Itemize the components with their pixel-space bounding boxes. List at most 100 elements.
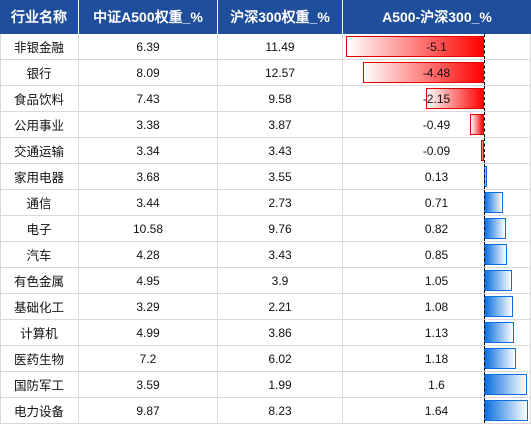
positive-diff-bar: [483, 192, 503, 213]
a500-weight: 3.29: [79, 294, 218, 319]
hs300-weight: 9.58: [218, 86, 343, 111]
weight-diff-value: 1.13: [424, 325, 449, 340]
hs300-weight: 3.55: [218, 164, 343, 189]
weight-diff-value: 1.64: [424, 403, 449, 418]
weight-diff-cell: -2.15: [343, 86, 531, 111]
positive-diff-bar: [483, 400, 528, 421]
industry-name: 家用电器: [0, 164, 79, 189]
table-row: 汽车 4.28 3.43 0.85: [0, 242, 531, 268]
weight-diff-cell: 1.05: [343, 268, 531, 293]
a500-weight: 3.44: [79, 190, 218, 215]
hs300-weight: 9.76: [218, 216, 343, 241]
weight-diff-cell: 1.08: [343, 294, 531, 319]
hs300-weight: 11.49: [218, 34, 343, 59]
table-row: 基础化工 3.29 2.21 1.08: [0, 294, 531, 320]
weight-diff-cell: -4.48: [343, 60, 531, 85]
zero-axis-line: [483, 112, 485, 137]
a500-weight: 9.87: [79, 398, 218, 423]
a500-weight: 7.2: [79, 346, 218, 371]
industry-name: 计算机: [0, 320, 79, 345]
table-row: 非银金融 6.39 11.49 -5.1: [0, 34, 531, 60]
positive-diff-bar: [483, 218, 506, 239]
weight-diff-cell: 1.13: [343, 320, 531, 345]
industry-name: 电力设备: [0, 398, 79, 423]
positive-diff-bar: [483, 374, 527, 395]
table-row: 食品饮料 7.43 9.58 -2.15: [0, 86, 531, 112]
zero-axis-line: [483, 86, 485, 111]
table-row: 电子 10.58 9.76 0.82: [0, 216, 531, 242]
weight-diff-value: -0.49: [422, 117, 451, 132]
a500-weight: 8.09: [79, 60, 218, 85]
weight-diff-cell: 1.6: [343, 372, 531, 397]
hs300-weight: 8.23: [218, 398, 343, 423]
industry-name: 基础化工: [0, 294, 79, 319]
weight-diff-value: 0.85: [424, 247, 449, 262]
table-row: 交通运输 3.34 3.43 -0.09: [0, 138, 531, 164]
table-row: 计算机 4.99 3.86 1.13: [0, 320, 531, 346]
table-row: 家用电器 3.68 3.55 0.13: [0, 164, 531, 190]
weight-diff-cell: 0.85: [343, 242, 531, 267]
negative-diff-bar: [346, 36, 484, 57]
industry-name: 银行: [0, 60, 79, 85]
hs300-weight: 3.9: [218, 268, 343, 293]
hs300-weight: 1.99: [218, 372, 343, 397]
zero-axis-line: [483, 294, 485, 319]
industry-name: 公用事业: [0, 112, 79, 137]
zero-axis-line: [483, 346, 485, 371]
zero-axis-line: [483, 268, 485, 293]
hs300-weight: 6.02: [218, 346, 343, 371]
table-row: 公用事业 3.38 3.87 -0.49: [0, 112, 531, 138]
negative-diff-bar: [425, 88, 484, 109]
weight-diff-value: 1.05: [424, 273, 449, 288]
table-row: 医药生物 7.2 6.02 1.18: [0, 346, 531, 372]
negative-diff-bar: [362, 62, 484, 83]
zero-axis-line: [483, 372, 485, 397]
hs300-weight: 3.43: [218, 138, 343, 163]
weight-diff-cell: 0.13: [343, 164, 531, 189]
positive-diff-bar: [483, 348, 516, 369]
industry-name: 通信: [0, 190, 79, 215]
weight-diff-value: -5.1: [426, 39, 447, 54]
table-row: 银行 8.09 12.57 -4.48: [0, 60, 531, 86]
zero-axis-line: [483, 164, 485, 189]
table-row: 通信 3.44 2.73 0.71: [0, 190, 531, 216]
weight-diff-value: 0.13: [424, 169, 449, 184]
zero-axis-line: [483, 138, 485, 163]
weight-diff-value: -0.09: [422, 143, 451, 158]
table-row: 有色金属 4.95 3.9 1.05: [0, 268, 531, 294]
zero-axis-line: [483, 34, 485, 59]
a500-weight: 4.95: [79, 268, 218, 293]
weight-diff-cell: -0.49: [343, 112, 531, 137]
zero-axis-line: [483, 216, 485, 241]
header-weight-diff: A500-沪深300_%: [343, 0, 531, 34]
zero-axis-line: [483, 320, 485, 345]
weight-diff-cell: 0.71: [343, 190, 531, 215]
a500-weight: 10.58: [79, 216, 218, 241]
positive-diff-bar: [483, 322, 515, 343]
table-row: 国防军工 3.59 1.99 1.6: [0, 372, 531, 398]
zero-axis-line: [483, 60, 485, 85]
weight-diff-value: 1.08: [424, 299, 449, 314]
hs300-weight: 3.86: [218, 320, 343, 345]
weight-diff-cell: 1.18: [343, 346, 531, 371]
a500-weight: 4.99: [79, 320, 218, 345]
hs300-weight: 2.73: [218, 190, 343, 215]
zero-axis-line: [483, 242, 485, 267]
a500-weight: 3.59: [79, 372, 218, 397]
positive-diff-bar: [483, 244, 507, 265]
a500-weight: 3.38: [79, 112, 218, 137]
weight-diff-value: 0.71: [424, 195, 449, 210]
header-a500-weight: 中证A500权重_%: [79, 0, 218, 34]
industry-name: 汽车: [0, 242, 79, 267]
industry-name: 非银金融: [0, 34, 79, 59]
industry-name: 有色金属: [0, 268, 79, 293]
negative-diff-bar: [481, 140, 484, 161]
industry-name: 食品饮料: [0, 86, 79, 111]
hs300-weight: 2.21: [218, 294, 343, 319]
table-left-border: [0, 34, 1, 424]
negative-diff-bar: [470, 114, 484, 135]
weight-diff-cell: -5.1: [343, 34, 531, 59]
weight-diff-value: -2.15: [422, 91, 451, 106]
weight-diff-cell: 1.64: [343, 398, 531, 423]
